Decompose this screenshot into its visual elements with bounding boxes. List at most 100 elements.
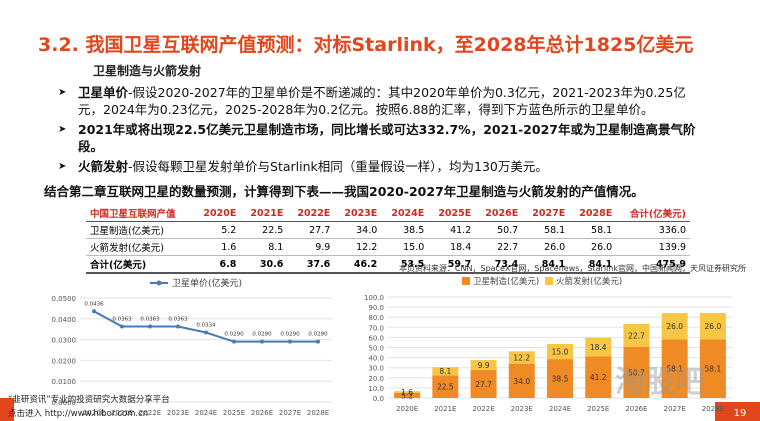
bar-segment xyxy=(508,351,535,364)
value-label: 15.0 xyxy=(552,348,569,357)
y-tick-label: 0.0400 xyxy=(52,316,77,324)
value-label: 58.1 xyxy=(666,365,683,374)
table-row: 火箭发射(亿美元) 1.6 8.1 9.9 12.2 15.0 18.4 22.7 26.0 26… xyxy=(86,238,690,256)
y-tick-label: 0.0300 xyxy=(52,337,77,345)
bar-segment xyxy=(661,313,688,340)
header-cell: 2025E xyxy=(428,205,476,222)
source-note: 本页资料来源：CNN，SpaceX官网，Spacenews，Starlink官网… xyxy=(398,264,746,273)
header-cell: 合计(亿美元) xyxy=(616,205,690,222)
bar-segment xyxy=(394,392,421,398)
value-label: 26.0 xyxy=(666,322,683,331)
table-cell: 84.1 xyxy=(569,255,617,274)
value-label: 12.2 xyxy=(513,353,530,362)
x-tick-label: 2023E xyxy=(167,409,189,417)
value-label: 0.0436 xyxy=(84,301,104,307)
table-cell: 5.2 xyxy=(193,221,241,239)
bullet: 卫星单价-假设2020-2027年的卫星单价是不断递减的：其中2020年单价为0… xyxy=(58,84,708,118)
bar-segment xyxy=(585,337,612,357)
value-label: 26.0 xyxy=(705,322,722,331)
bullet-list: 卫星单价-假设2020-2027年的卫星单价是不断递减的：其中2020年单价为0… xyxy=(58,84,708,178)
table-cell: 8.1 xyxy=(240,238,288,256)
table-cell: 41.2 xyxy=(428,221,476,239)
bar-segment xyxy=(394,391,421,393)
y-tick-label: 10.0 xyxy=(368,385,384,393)
x-tick-label: 2028E xyxy=(702,405,724,413)
table-cell: 1.6 xyxy=(193,238,241,256)
header-cell: 2027E xyxy=(522,205,570,222)
table-cell: 12.2 xyxy=(334,238,382,256)
header-cell: 2021E xyxy=(240,205,288,222)
bar-segment xyxy=(661,339,688,398)
table-cell: 336.0 xyxy=(616,221,690,239)
bar-segment xyxy=(623,346,650,398)
table-cell: 475.9 xyxy=(616,255,690,274)
table-cell: 50.7 xyxy=(475,221,523,239)
bar-segment xyxy=(432,367,459,376)
table-cell: 15.0 xyxy=(381,238,429,256)
value-label: 38.5 xyxy=(552,375,569,384)
y-tick-label: 0.0100 xyxy=(52,378,77,386)
table-cell: 9.9 xyxy=(287,238,335,256)
x-tick-label: 2027E xyxy=(664,405,686,413)
header-cell: 中国卫星互联网产值 xyxy=(86,205,194,222)
header-cell: 2022E xyxy=(287,205,335,222)
value-label: 0.0290 xyxy=(308,332,328,338)
legend-label: 卫星单价(亿美元) xyxy=(172,277,242,289)
value-label: 5.2 xyxy=(401,391,413,400)
value-label: 0.0290 xyxy=(224,332,244,338)
y-tick-label: 70.0 xyxy=(368,324,384,332)
value-label: 22.5 xyxy=(437,383,454,392)
table-cell: 34.0 xyxy=(334,221,382,239)
bar-segment xyxy=(585,356,612,398)
y-tick-label: 60.0 xyxy=(368,334,384,342)
x-tick-label: 2022E xyxy=(472,405,494,413)
table-cell: 38.5 xyxy=(381,221,429,239)
value-label: 18.4 xyxy=(590,343,607,352)
header-cell: 2028E xyxy=(569,205,617,222)
page-badge xyxy=(715,402,760,421)
bullet-lead: 2021年或将出现22.5亿美元卫星制造市场，同比增长或可达332.7%，202… xyxy=(78,122,696,154)
y-tick-label: 30.0 xyxy=(368,365,384,373)
page-number: 19 xyxy=(734,408,747,419)
y-tick-label: 100.0 xyxy=(364,294,384,302)
table-cell: 26.0 xyxy=(569,238,617,256)
bullet: 2021年或将出现22.5亿美元卫星制造市场，同比增长或可达332.7%，202… xyxy=(58,121,708,155)
table-cell: 84.1 xyxy=(522,255,570,274)
bar-segment xyxy=(470,370,497,398)
x-tick-label: 2028E xyxy=(307,409,329,417)
point xyxy=(288,339,292,344)
table-cell: 27.7 xyxy=(287,221,335,239)
x-tick-label: 2024E xyxy=(549,405,571,413)
table-cell: 58.1 xyxy=(522,221,570,239)
value-label: 34.0 xyxy=(513,377,530,386)
value-label: 8.1 xyxy=(439,367,451,376)
x-tick-label: 2023E xyxy=(511,405,533,413)
point xyxy=(120,324,124,329)
table-cell: 18.4 xyxy=(428,238,476,256)
value-label: 0.0290 xyxy=(252,332,272,338)
y-tick-label: 80.0 xyxy=(368,314,384,322)
x-tick-label: 2020E xyxy=(396,405,418,413)
table-cell: 合计(亿美元) xyxy=(86,255,194,274)
table-row: 卫星制造(亿美元) 5.2 22.5 27.7 34.0 38.5 41.2 50.7 58.1… xyxy=(86,221,690,239)
x-tick-label: 2026E xyxy=(625,405,647,413)
value-label: 9.9 xyxy=(478,361,490,370)
table-cell: 30.6 xyxy=(240,255,288,274)
table-cell: 26.0 xyxy=(522,238,570,256)
point xyxy=(176,324,180,329)
bar-segment xyxy=(547,359,573,398)
table-cell: 58.1 xyxy=(569,221,617,239)
value-label: 0.0363 xyxy=(140,316,160,322)
y-tick-label: 0.0200 xyxy=(52,357,77,365)
value-label: 27.7 xyxy=(475,380,492,389)
bar-segment xyxy=(470,360,497,371)
bar-segment xyxy=(699,339,726,398)
bullet: 火箭发射-假设每颗卫星发射单价与Starlink相同（重量假设一样），均为130… xyxy=(58,158,708,175)
value-label: 0.0363 xyxy=(112,316,132,322)
y-tick-label: 0.0000 xyxy=(52,399,77,407)
value-label: 50.7 xyxy=(628,368,645,377)
table-row: 合计(亿美元) 6.8 30.6 37.6 46.2 53.5 59.7 73.4 84.1 84… xyxy=(86,255,690,274)
x-tick-label: 2021E xyxy=(111,409,133,417)
y-tick-label: 0.0 xyxy=(373,395,384,403)
